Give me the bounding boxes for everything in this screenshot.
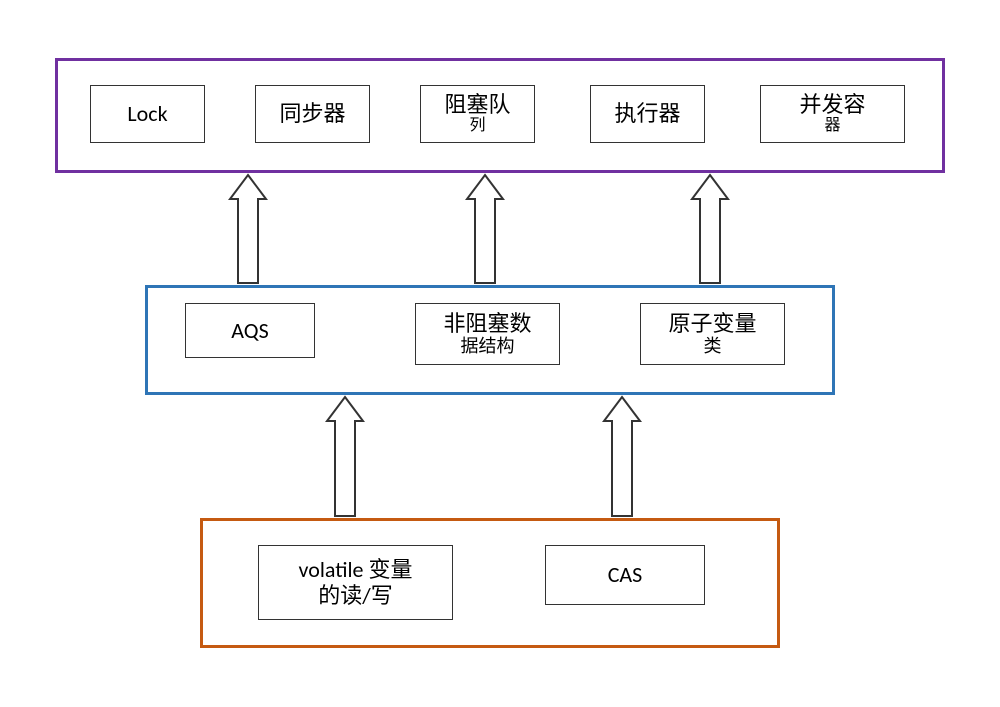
node-lock-label: Lock [127, 101, 167, 126]
node-cas: CAS [545, 545, 705, 605]
node-executor-label: 执行器 [614, 101, 680, 126]
arrow-a-cas-up [602, 395, 642, 518]
diagram-stage: Lock 同步器 阻塞队列 执行器 并发容器 AQS 非阻塞数据结构 原子变量类 volatil… [0, 0, 1000, 707]
node-volatile-rw-label: volatile 变量 [299, 557, 413, 582]
node-blocking-queue: 阻塞队列 [420, 85, 535, 143]
node-blocking-queue-label-line2: 列 [469, 117, 485, 135]
arrow-a-nbds-up [465, 173, 505, 285]
node-atomic-var: 原子变量类 [640, 303, 785, 365]
node-cas-label: CAS [608, 562, 643, 587]
node-conc-container-label-line2: 器 [824, 117, 840, 135]
node-synchronizer: 同步器 [255, 85, 370, 143]
node-volatile-rw-label-line2: 的读/写 [318, 583, 393, 608]
node-volatile-rw: volatile 变量的读/写 [258, 545, 453, 620]
node-blocking-queue-label: 阻塞队 [444, 92, 510, 117]
node-nonblock-ds: 非阻塞数据结构 [415, 303, 560, 365]
arrow-a-vol-up [325, 395, 365, 518]
node-atomic-var-label-line2: 类 [704, 336, 722, 357]
node-executor: 执行器 [590, 85, 705, 143]
node-conc-container: 并发容器 [760, 85, 905, 143]
node-synchronizer-label: 同步器 [279, 101, 345, 126]
node-aqs-label: AQS [231, 318, 268, 343]
node-conc-container-label: 并发容 [799, 92, 865, 117]
node-aqs: AQS [185, 303, 315, 358]
node-nonblock-ds-label-line2: 据结构 [461, 336, 515, 357]
arrow-a-aqs-up [228, 173, 268, 285]
node-nonblock-ds-label: 非阻塞数 [443, 311, 531, 336]
arrow-a-atomic-up [690, 173, 730, 285]
node-lock: Lock [90, 85, 205, 143]
node-atomic-var-label: 原子变量 [668, 311, 756, 336]
